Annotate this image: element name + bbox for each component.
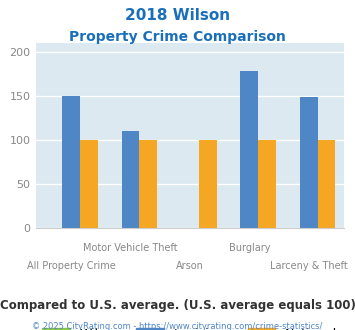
Legend: Wilson, Louisiana, National: Wilson, Louisiana, National bbox=[37, 323, 343, 330]
Bar bbox=[199, 140, 217, 228]
Bar bbox=[140, 140, 157, 228]
Text: All Property Crime: All Property Crime bbox=[27, 261, 115, 271]
Text: Compared to U.S. average. (U.S. average equals 100): Compared to U.S. average. (U.S. average … bbox=[0, 299, 355, 312]
Text: Property Crime Comparison: Property Crime Comparison bbox=[69, 30, 286, 44]
Bar bbox=[122, 131, 140, 228]
Text: Larceny & Theft: Larceny & Theft bbox=[270, 261, 348, 271]
Bar bbox=[240, 71, 258, 228]
Bar bbox=[258, 140, 276, 228]
Text: © 2025 CityRating.com - https://www.cityrating.com/crime-statistics/: © 2025 CityRating.com - https://www.city… bbox=[32, 322, 323, 330]
Text: Arson: Arson bbox=[176, 261, 204, 271]
Bar bbox=[80, 140, 98, 228]
Text: Burglary: Burglary bbox=[229, 243, 270, 252]
Bar bbox=[318, 140, 335, 228]
Bar bbox=[300, 97, 318, 228]
Text: 2018 Wilson: 2018 Wilson bbox=[125, 8, 230, 23]
Text: Motor Vehicle Theft: Motor Vehicle Theft bbox=[83, 243, 178, 252]
Bar bbox=[62, 96, 80, 228]
